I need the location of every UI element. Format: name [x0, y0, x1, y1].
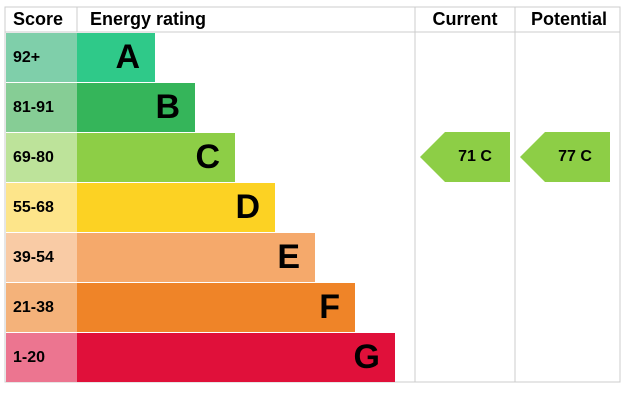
score-label: 55-68 [13, 199, 54, 216]
rating-letter: F [319, 288, 340, 326]
current-arrow [420, 132, 510, 182]
rating-bar [77, 283, 355, 332]
rating-letter: A [115, 38, 140, 76]
rating-bar [77, 183, 275, 232]
rating-letter: B [155, 88, 180, 126]
score-cell [6, 133, 77, 182]
header-rating: Energy rating [90, 9, 206, 29]
potential-rating: 77 C [558, 148, 592, 165]
score-label: 69-80 [13, 149, 54, 166]
rating-bar [77, 233, 315, 282]
score-cell [6, 183, 77, 232]
score-label: 39-54 [13, 249, 54, 266]
score-cell [6, 333, 77, 382]
rating-letter: C [195, 138, 220, 176]
score-cell [6, 233, 77, 282]
header-potential: Potential [531, 9, 607, 29]
rating-bar [77, 333, 395, 382]
header-score: Score [13, 9, 63, 29]
rating-letter: D [235, 188, 260, 226]
potential-arrow [520, 132, 610, 182]
score-cell [6, 83, 77, 132]
rating-bar [77, 133, 235, 182]
rating-letter: E [277, 238, 300, 276]
score-label: 92+ [13, 49, 40, 66]
rating-bar [77, 83, 195, 132]
score-cell [6, 33, 77, 82]
score-label: 21-38 [13, 299, 54, 316]
header-current: Current [432, 9, 497, 29]
score-label: 81-91 [13, 99, 54, 116]
score-label: 1-20 [13, 349, 45, 366]
rating-bar [77, 33, 155, 82]
rating-letter: G [354, 338, 380, 376]
score-cell [6, 283, 77, 332]
current-rating: 71 C [458, 148, 492, 165]
